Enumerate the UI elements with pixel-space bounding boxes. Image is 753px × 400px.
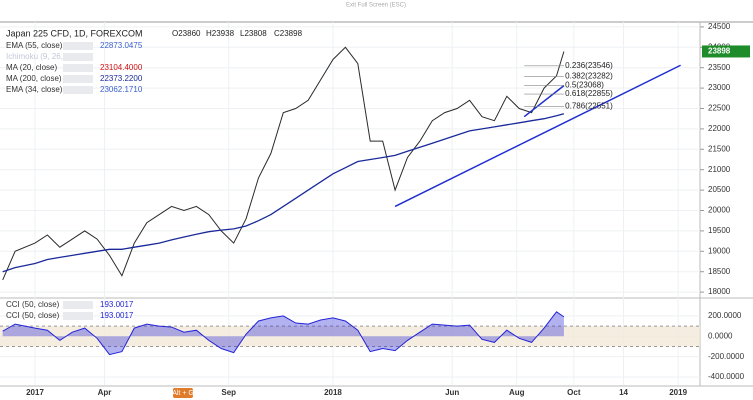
cci-tick-label: 200.0000: [708, 311, 742, 320]
indicator-controls: [63, 86, 93, 94]
indicator-controls: [63, 312, 93, 320]
y-tick-label: 21000: [708, 165, 731, 174]
fib-label: 0.5(23068): [565, 80, 604, 89]
cci-legend-value: 193.0017: [100, 311, 134, 320]
indicator-value: 22373.2200: [100, 74, 143, 83]
trendline: [523, 85, 565, 118]
y-tick-label: 23500: [708, 63, 731, 72]
trendline: [394, 64, 681, 208]
y-tick-label: 20500: [708, 185, 731, 194]
price-line: [2, 46, 565, 281]
cci-area: [2, 311, 564, 355]
y-tick-label: 21500: [708, 144, 731, 153]
indicator-value: 22873.0475: [100, 41, 143, 50]
shortcut-badge[interactable]: [173, 388, 193, 398]
fib-label: 0.786(22551): [565, 102, 613, 111]
indicator-value: 23062.1710: [100, 85, 143, 94]
x-tick-label: Oct: [567, 388, 581, 397]
last-price-badge: [702, 45, 750, 58]
fib-label: 0.236(23546): [565, 61, 613, 70]
x-tick-label: 14: [619, 388, 628, 397]
ohlc-value: C23898: [274, 29, 303, 38]
y-tick-label: 24500: [708, 22, 731, 31]
x-tick-label: 2019: [669, 388, 687, 397]
ohlc-value: H23938: [206, 29, 235, 38]
indicator-controls: [63, 301, 93, 309]
last-price-label: 23898: [708, 47, 731, 56]
cci-tick-label: -200.0000: [708, 352, 745, 361]
y-tick-label: 18000: [708, 287, 731, 296]
indicator-controls: [63, 75, 93, 83]
indicator-name: EMA (34, close): [6, 85, 63, 94]
fib-label: 0.618(22855): [565, 89, 613, 98]
indicator-controls: [63, 53, 93, 61]
cci-band: [0, 326, 700, 347]
indicator-name: Ichimoku (9, 26, 52, 26): [6, 52, 90, 61]
cci-legend-name: CCI (50, close): [6, 311, 60, 320]
indicator-name: MA (200, close): [6, 74, 62, 83]
y-tick-label: 19500: [708, 226, 731, 235]
plot-layer: 18000 18500 19000 19500 20000 20500 21000 21500…: [0, 22, 750, 397]
ohlc-value: O23860: [172, 29, 201, 38]
y-tick-label: 20000: [708, 206, 731, 215]
chart-title: Japan 225 CFD, 1D, FOREXCOM: [6, 28, 143, 38]
x-tick-label: Aug: [509, 388, 525, 397]
cci-tick-label: 0.0000: [708, 331, 733, 340]
cci-line: [2, 311, 565, 356]
cci-legend-value: 193.0017: [100, 300, 134, 309]
price-line: [2, 113, 565, 273]
y-tick-label: 22500: [708, 104, 731, 113]
x-tick-label: Apr: [98, 388, 112, 397]
shortcut-label[interactable]: Alt + G: [172, 390, 194, 397]
indicator-name: EMA (55, close): [6, 41, 63, 50]
x-tick-label: 2018: [324, 388, 342, 397]
y-tick-label: 19000: [708, 246, 731, 255]
y-tick-label: 18500: [708, 267, 731, 276]
x-tick-label: Sep: [221, 388, 236, 397]
indicator-name: MA (20, close): [6, 63, 57, 72]
x-tick-label: 2017: [26, 388, 44, 397]
indicator-value: 23104.4000: [100, 63, 143, 72]
y-tick-label: 22000: [708, 124, 731, 133]
exit-label[interactable]: Exit Full Screen (ESC): [346, 3, 406, 9]
indicator-controls: [63, 64, 93, 72]
indicator-controls: [63, 42, 93, 50]
cci-legend-name: CCI (50, close): [6, 300, 60, 309]
x-tick-label: Jun: [445, 388, 459, 397]
fib-label: 0.382(23282): [565, 72, 613, 81]
y-tick-label: 23000: [708, 83, 731, 92]
ohlc-value: L23808: [240, 29, 267, 38]
cci-tick-label: -400.0000: [708, 372, 745, 381]
